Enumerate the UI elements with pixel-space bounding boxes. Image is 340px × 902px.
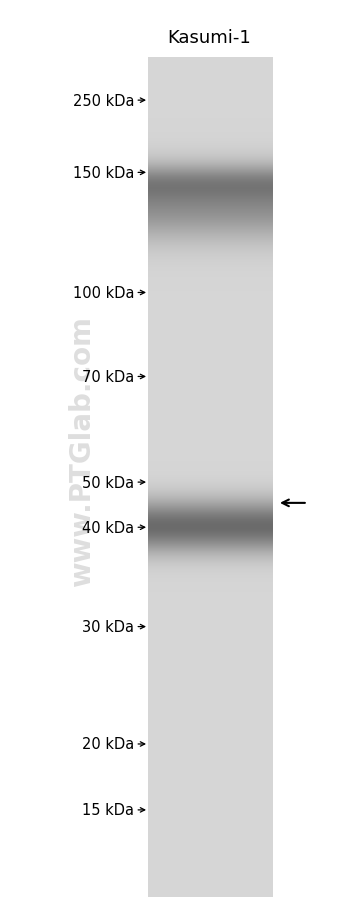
Text: 150 kDa: 150 kDa [73, 166, 134, 180]
Text: 20 kDa: 20 kDa [82, 737, 134, 751]
Text: 50 kDa: 50 kDa [82, 475, 134, 490]
Text: 250 kDa: 250 kDa [73, 94, 134, 108]
Text: www.PTGlab.com: www.PTGlab.com [68, 316, 96, 586]
Text: 15 kDa: 15 kDa [82, 803, 134, 817]
Text: 30 kDa: 30 kDa [82, 620, 134, 634]
Text: 40 kDa: 40 kDa [82, 520, 134, 535]
Text: 100 kDa: 100 kDa [73, 286, 134, 300]
Text: 70 kDa: 70 kDa [82, 370, 134, 384]
Text: Kasumi-1: Kasumi-1 [167, 29, 251, 47]
